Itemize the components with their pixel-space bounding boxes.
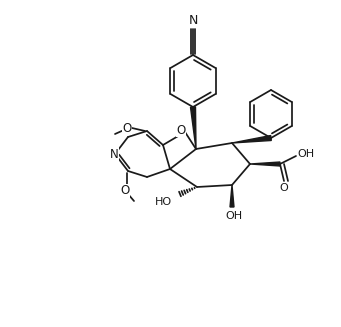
Polygon shape — [232, 135, 271, 143]
Text: O: O — [176, 124, 186, 136]
Text: O: O — [120, 184, 130, 198]
Text: OH: OH — [297, 149, 314, 159]
Polygon shape — [191, 107, 196, 149]
Text: O: O — [122, 122, 132, 134]
Text: N: N — [109, 147, 118, 161]
Text: O: O — [280, 183, 288, 193]
Polygon shape — [230, 185, 234, 207]
Polygon shape — [250, 162, 280, 166]
Text: OH: OH — [225, 211, 242, 221]
Text: N: N — [188, 14, 198, 27]
Text: HO: HO — [154, 197, 172, 207]
